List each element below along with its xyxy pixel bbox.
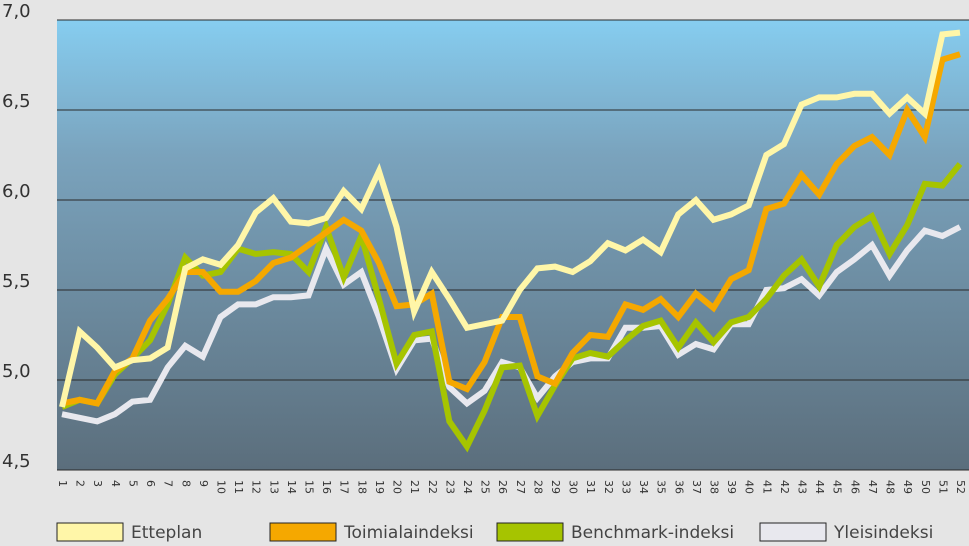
x-tick-label: 39: [725, 480, 738, 494]
x-tick-label: 15: [303, 480, 316, 494]
x-tick-label: 30: [567, 480, 580, 494]
x-tick-label: 48: [884, 480, 897, 494]
x-tick-label: 29: [549, 480, 562, 494]
x-tick-label: 12: [250, 480, 263, 494]
legend-label: Yleisindeksi: [833, 523, 933, 543]
x-tick-label: 33: [619, 480, 632, 494]
legend-swatch: [269, 522, 337, 542]
x-tick-label: 3: [91, 480, 104, 487]
y-tick-label: 6,0: [2, 181, 31, 202]
x-tick-label: 40: [743, 480, 756, 494]
x-tick-label: 32: [602, 480, 615, 494]
legend-swatch: [496, 522, 564, 542]
y-tick-label: 6,5: [2, 91, 31, 112]
x-tick-label: 24: [461, 480, 474, 494]
x-tick-label: 9: [197, 480, 210, 487]
x-tick-label: 2: [74, 480, 87, 487]
x-tick-label: 19: [373, 480, 386, 494]
x-tick-label: 41: [760, 480, 773, 494]
x-tick-label: 10: [214, 480, 227, 494]
x-tick-label: 46: [848, 480, 861, 494]
legend-swatch: [56, 522, 124, 542]
x-tick-label: 23: [443, 480, 456, 494]
x-tick-label: 26: [496, 480, 509, 494]
legend-label: Etteplan: [131, 523, 202, 543]
x-tick-label: 38: [707, 480, 720, 494]
x-tick-label: 21: [408, 480, 421, 494]
x-tick-label: 18: [355, 480, 368, 494]
x-tick-label: 31: [584, 480, 597, 494]
legend-label: Toimialaindeksi: [343, 523, 474, 543]
x-tick-label: 42: [778, 480, 791, 494]
x-tick-label: 13: [267, 480, 280, 494]
x-tick-label: 36: [672, 480, 685, 494]
x-tick-label: 52: [954, 480, 967, 494]
x-tick-label: 8: [179, 480, 192, 487]
series-line: [59, 29, 961, 408]
y-tick-label: 5,5: [2, 271, 31, 292]
x-tick-label: 11: [232, 480, 245, 494]
x-tick-label: 4: [109, 480, 122, 487]
x-tick-label: 49: [901, 480, 914, 494]
y-tick-label: 4,5: [2, 451, 31, 472]
series-line: [61, 51, 961, 407]
x-tick-label: 50: [919, 480, 932, 494]
x-tick-label: 5: [126, 480, 139, 487]
x-tick-label: 28: [531, 480, 544, 494]
x-tick-label: 45: [831, 480, 844, 494]
x-tick-label: 22: [426, 480, 439, 494]
x-tick-label: 20: [391, 480, 404, 494]
x-tick-label: 6: [144, 480, 157, 487]
x-tick-label: 44: [813, 480, 826, 494]
x-tick-label: 47: [866, 480, 879, 494]
x-tick-label: 37: [690, 480, 703, 494]
x-tick-label: 17: [338, 480, 351, 494]
plot-area: [57, 20, 969, 470]
x-tick-label: 7: [162, 480, 175, 487]
series-line: [60, 162, 963, 453]
x-tick-label: 51: [936, 480, 949, 494]
y-tick-label: 7,0: [2, 1, 31, 22]
legend-swatch: [759, 522, 827, 542]
x-tick-label: 25: [479, 480, 492, 494]
x-tick-label: 34: [637, 480, 650, 494]
y-tick-label: 5,0: [2, 361, 31, 382]
x-tick-label: 14: [285, 480, 298, 494]
x-tick-label: 43: [796, 480, 809, 494]
x-tick-label: 35: [655, 480, 668, 494]
x-tick-label: 1: [56, 480, 69, 487]
x-tick-label: 27: [514, 480, 527, 494]
x-tick-label: 16: [320, 480, 333, 494]
legend-label: Benchmark-indeksi: [571, 523, 734, 543]
